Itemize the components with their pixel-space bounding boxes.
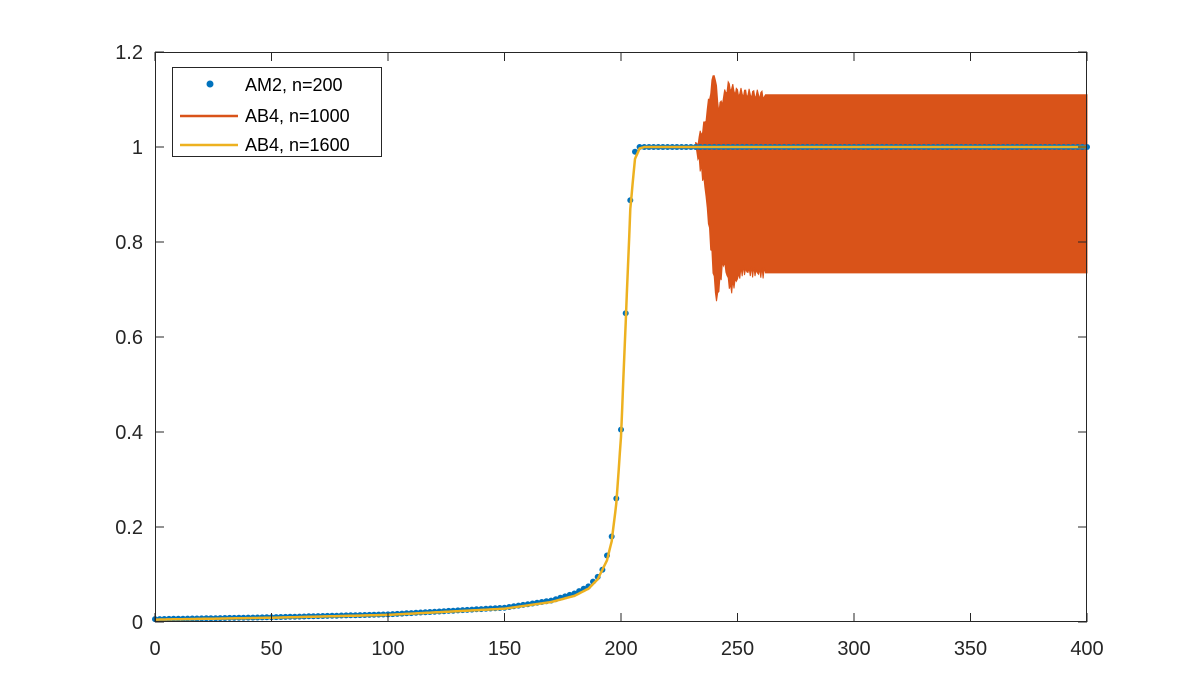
series-ab4-n1000	[695, 75, 1088, 302]
x-tick-label: 50	[260, 638, 282, 660]
y-tick-label: 1.2	[115, 42, 143, 64]
legend: AM2, n=200 AB4, n=1000 AB4, n=1600	[172, 67, 382, 157]
x-tick-label: 100	[371, 638, 404, 660]
y-tick-label: 0.6	[115, 327, 143, 349]
x-tick-label: 300	[837, 638, 870, 660]
x-tick-label: 400	[1070, 638, 1103, 660]
x-tick-label: 0	[149, 638, 160, 660]
x-tick-label: 250	[721, 638, 754, 660]
x-axis: 0 50 100 150 200 250 300 350 400	[149, 52, 1104, 660]
x-tick-label: 200	[604, 638, 637, 660]
legend-label-ab4-1000: AB4, n=1000	[245, 106, 350, 126]
x-tick-label: 350	[954, 638, 987, 660]
legend-marker-am2-icon	[206, 80, 214, 88]
y-tick-label: 0.8	[115, 232, 143, 254]
x-tick-label: 150	[488, 638, 521, 660]
y-tick-label: 0	[132, 612, 143, 634]
y-tick-label: 0.4	[115, 422, 143, 444]
legend-label-am2: AM2, n=200	[245, 75, 343, 95]
y-tick-label: 1	[132, 137, 143, 159]
y-tick-label: 0.2	[115, 517, 143, 539]
legend-label-ab4-1600: AB4, n=1600	[245, 135, 350, 155]
y-axis: 0 0.2 0.4 0.6 0.8 1 1.2	[115, 42, 1087, 634]
series-ab4-n1600	[155, 145, 1087, 621]
